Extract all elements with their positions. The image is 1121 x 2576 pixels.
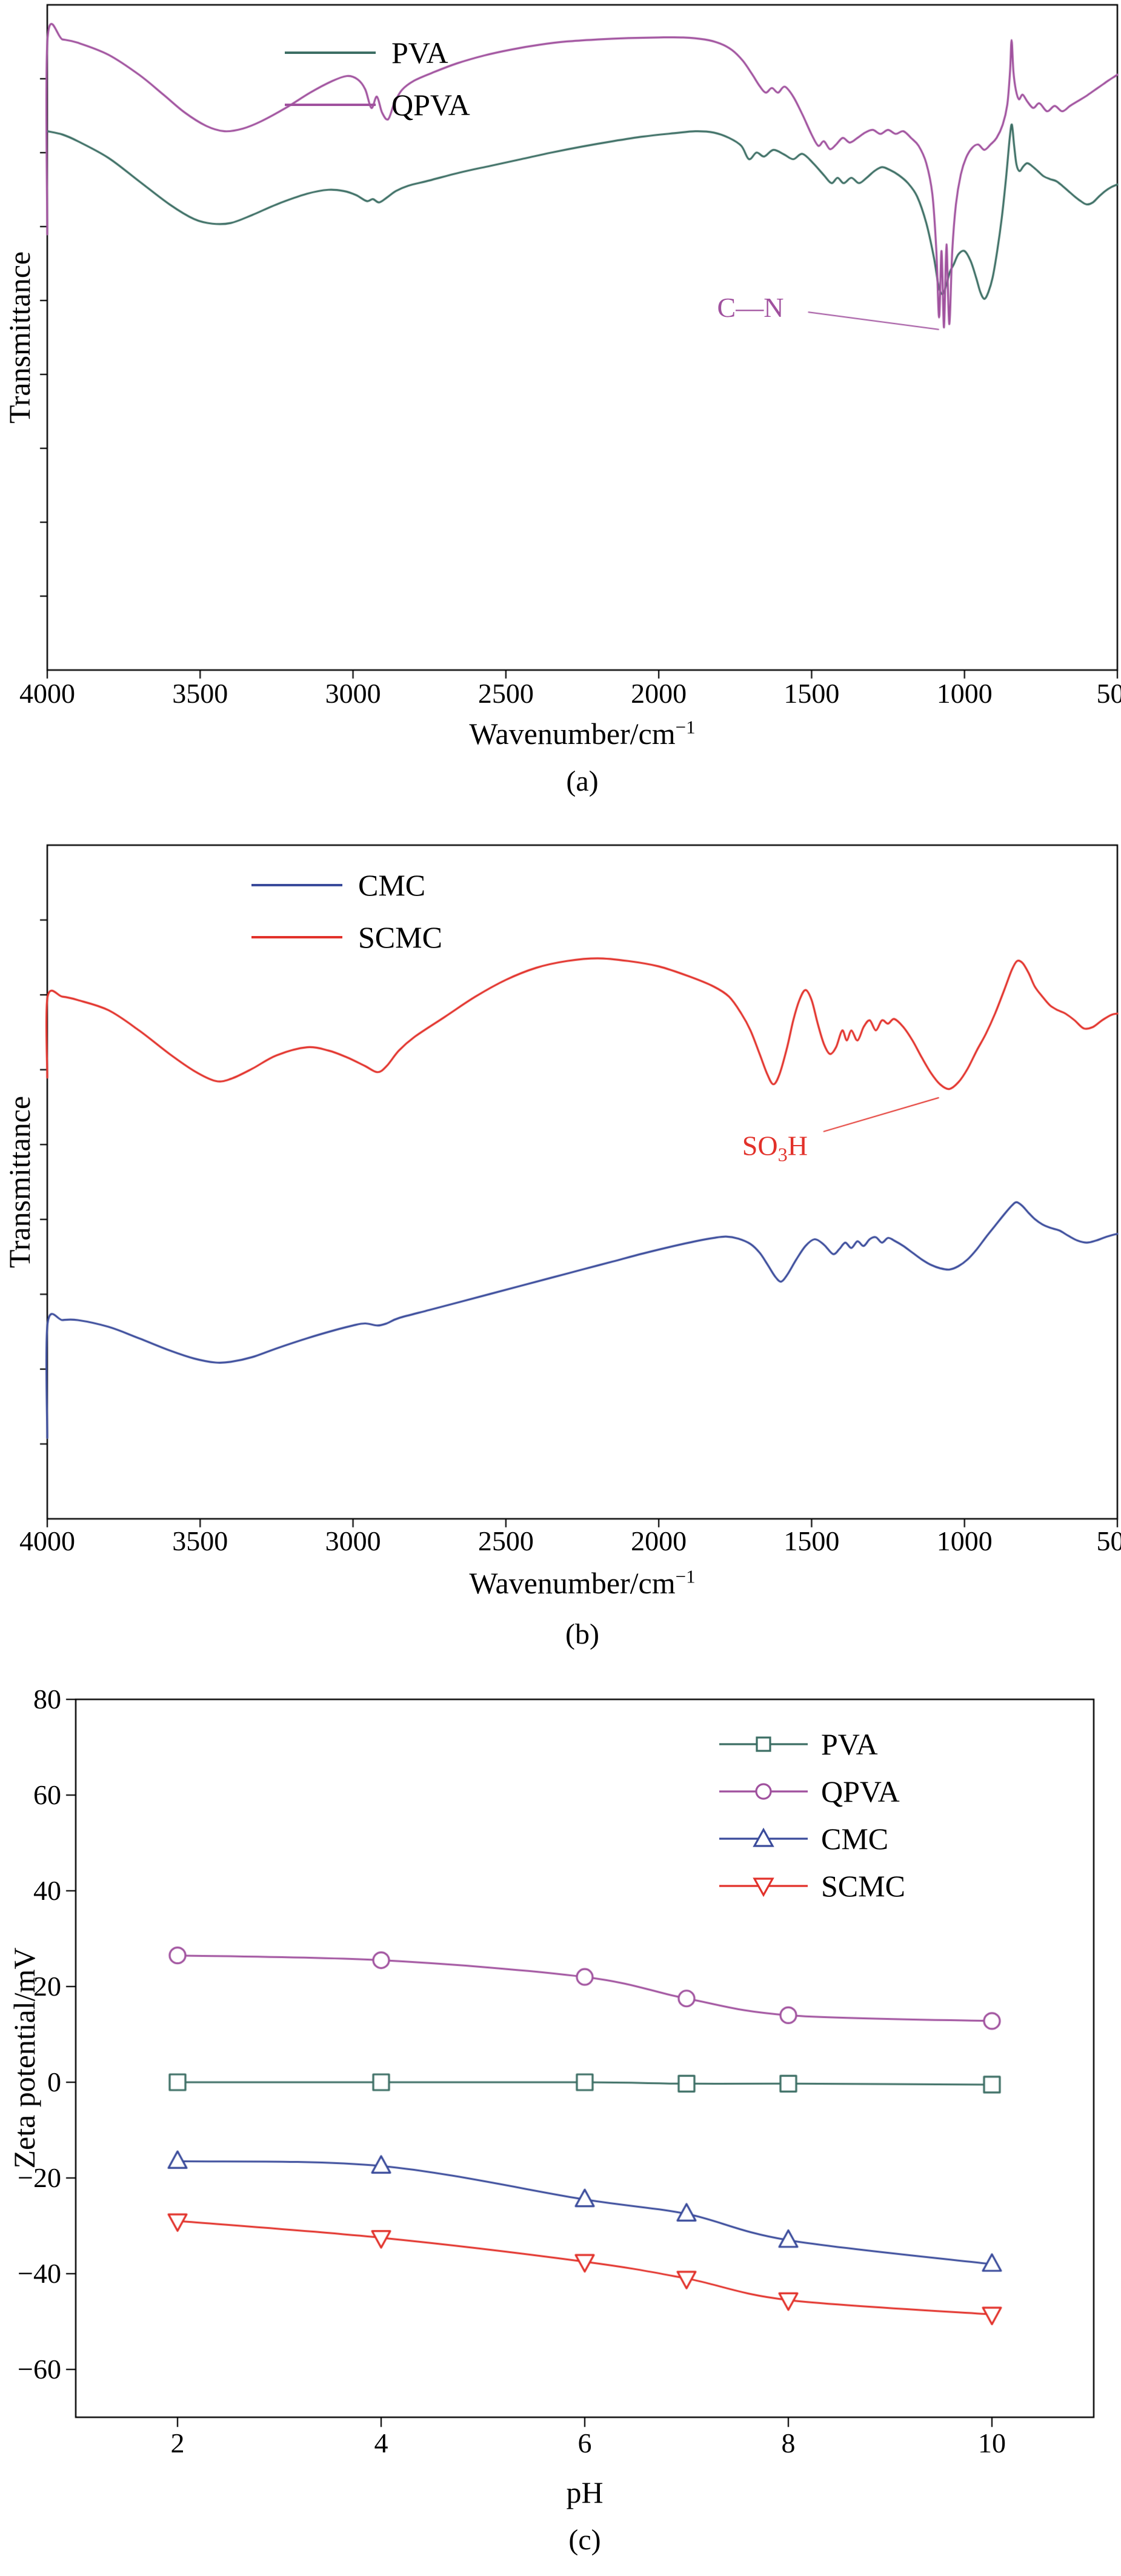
legend-marker-square-icon bbox=[718, 1732, 809, 1756]
legend-item-qpva: QPVA bbox=[285, 79, 470, 131]
legend-label: SCMC bbox=[358, 920, 442, 954]
legend-item-cmc: CMC bbox=[718, 1815, 905, 1862]
panel-caption-a: (a) bbox=[566, 765, 599, 797]
x-axis-label: Wavenumber/cm−1 bbox=[469, 716, 696, 751]
legend-item-pva: PVA bbox=[285, 27, 470, 79]
x-tick-label: 1000 bbox=[936, 1525, 993, 1556]
x-tick-label: 4 bbox=[374, 2428, 388, 2458]
legend-label: SCMC bbox=[821, 1869, 905, 1903]
panel-caption-c: (c) bbox=[568, 2524, 601, 2556]
x-tick-label: 2000 bbox=[631, 1525, 687, 1556]
legend-label: CMC bbox=[358, 868, 426, 902]
y-tick-label: 60 bbox=[33, 1779, 61, 1810]
x-tick-label: 500 bbox=[1096, 1525, 1121, 1556]
annotation-so3h: SO3H bbox=[742, 1132, 808, 1164]
panel-caption-b: (b) bbox=[565, 1618, 599, 1650]
legend-line-swatch bbox=[251, 936, 342, 938]
x-tick-label: 500 bbox=[1096, 678, 1121, 709]
x-tick-label: 1000 bbox=[936, 678, 993, 709]
x-tick-label: 3500 bbox=[172, 1525, 228, 1556]
x-tick-label: 2 bbox=[170, 2428, 185, 2458]
legend-marker-triangle-up-icon bbox=[718, 1827, 809, 1851]
y-axis-label: Transmittance bbox=[2, 1095, 36, 1269]
legend-line-swatch bbox=[285, 51, 376, 54]
annotation-text: C—N bbox=[717, 291, 784, 323]
legend-item-scmc: SCMC bbox=[251, 911, 442, 963]
panel-b: Transmittance CMC SCMC SO3H Wavenumber/cm… bbox=[0, 806, 1121, 1660]
x-tick-label: 2500 bbox=[477, 1525, 534, 1556]
panel-c: Zeta potential/mV PVA QPVA CMC SCMC pH (c) … bbox=[0, 1660, 1121, 2576]
x-tick-label: 6 bbox=[577, 2428, 592, 2458]
x-axis-label: Wavenumber/cm−1 bbox=[469, 1565, 696, 1600]
legend-label: QPVA bbox=[391, 88, 470, 122]
legend-label: PVA bbox=[821, 1727, 878, 1761]
x-axis-label: pH bbox=[566, 2475, 604, 2509]
y-tick-label: 80 bbox=[33, 1684, 61, 1715]
x-tick-label: 4000 bbox=[19, 1525, 75, 1556]
annotation-subscript: 3 bbox=[777, 1143, 788, 1166]
legend-label: CMC bbox=[821, 1822, 889, 1856]
panel-a: Transmittance PVA QPVA C—N Wavenumber/cm−… bbox=[0, 0, 1121, 806]
annotation-c-n: C—N bbox=[717, 291, 784, 323]
x-tick-label: 10 bbox=[978, 2428, 1006, 2458]
x-tick-label: 3500 bbox=[172, 678, 228, 709]
x-tick-label: 2000 bbox=[631, 678, 687, 709]
annotation-text: H bbox=[787, 1130, 808, 1161]
annotation-text: SO bbox=[742, 1130, 778, 1161]
legend: CMC SCMC bbox=[251, 859, 442, 963]
x-tick-label: 2500 bbox=[477, 678, 534, 709]
legend-item-qpva: QPVA bbox=[718, 1768, 905, 1815]
x-tick-label: 4000 bbox=[19, 678, 75, 709]
ftir-spectra-chart-pva-qpva bbox=[0, 0, 1121, 806]
y-tick-label: −40 bbox=[18, 2258, 61, 2289]
legend-label: QPVA bbox=[821, 1774, 900, 1808]
zeta-potential-chart bbox=[0, 1660, 1121, 2576]
x-tick-label: 3000 bbox=[325, 1525, 381, 1556]
y-tick-label: 40 bbox=[33, 1875, 61, 1906]
legend-line-swatch bbox=[251, 884, 342, 886]
legend-item-cmc: CMC bbox=[251, 859, 442, 911]
x-tick-label: 1500 bbox=[783, 678, 840, 709]
legend-line-swatch bbox=[285, 104, 376, 106]
ftir-spectra-chart-cmc-scmc bbox=[0, 806, 1121, 1660]
y-tick-label: 20 bbox=[33, 1971, 61, 2002]
legend-marker-circle-icon bbox=[718, 1779, 809, 1804]
x-tick-label: 8 bbox=[781, 2428, 796, 2458]
y-axis-label: Transmittance bbox=[2, 251, 36, 424]
y-tick-label: −20 bbox=[18, 2162, 61, 2193]
legend-label: PVA bbox=[391, 36, 448, 70]
x-tick-label: 3000 bbox=[325, 678, 381, 709]
legend-item-pva: PVA bbox=[718, 1721, 905, 1768]
x-tick-label: 1500 bbox=[783, 1525, 840, 1556]
legend: PVA QPVA bbox=[285, 27, 470, 131]
legend-marker-triangle-down-icon bbox=[718, 1874, 809, 1898]
y-tick-label: −60 bbox=[18, 2354, 61, 2385]
legend: PVA QPVA CMC SCMC bbox=[718, 1721, 905, 1910]
legend-item-scmc: SCMC bbox=[718, 1862, 905, 1910]
y-tick-label: 0 bbox=[47, 2066, 61, 2097]
